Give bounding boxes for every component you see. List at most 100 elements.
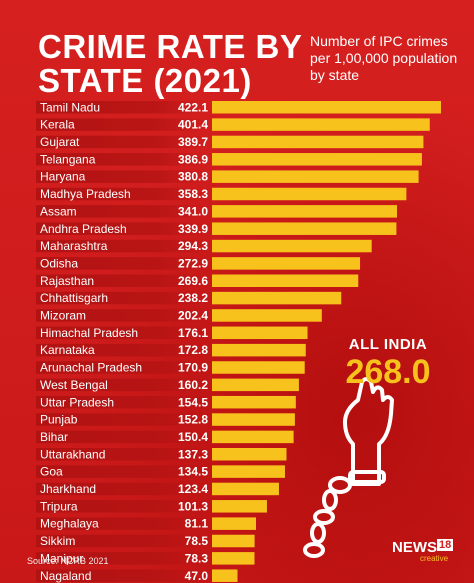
label-row-bg xyxy=(36,500,208,513)
bar xyxy=(212,569,238,582)
category-label: Arunachal Pradesh xyxy=(40,361,142,375)
label-row-bg xyxy=(36,413,208,426)
category-label: West Bengal xyxy=(40,378,108,392)
category-label: Rajasthan xyxy=(40,274,94,288)
label-row-bg xyxy=(36,430,208,444)
bar xyxy=(212,135,424,149)
handcuffed-fist-icon xyxy=(303,377,394,558)
label-row-bg xyxy=(36,552,208,565)
category-label: Maharashtra xyxy=(40,239,108,253)
label-row-bg xyxy=(36,395,208,409)
bar xyxy=(212,465,285,478)
label-row-bg xyxy=(36,517,208,530)
bar xyxy=(212,205,398,218)
category-label: Sikkim xyxy=(40,534,75,548)
bar xyxy=(212,326,308,340)
label-row-bg xyxy=(36,222,208,235)
value-label: 78.3 xyxy=(185,551,209,565)
value-label: 160.2 xyxy=(178,378,208,392)
category-label: Punjab xyxy=(40,413,78,427)
value-label: 202.4 xyxy=(178,309,208,323)
value-label: 389.7 xyxy=(178,135,208,149)
value-label: 401.4 xyxy=(178,118,208,132)
bar xyxy=(212,239,372,253)
label-row-bg xyxy=(36,326,208,340)
value-label: 294.3 xyxy=(178,239,208,253)
bar xyxy=(212,187,407,201)
category-label: Jharkhand xyxy=(40,482,96,496)
value-label: 78.5 xyxy=(185,534,209,548)
bar xyxy=(212,448,287,461)
value-label: 176.1 xyxy=(178,326,208,340)
value-label: 134.5 xyxy=(178,465,208,479)
category-label: Manipur xyxy=(40,551,83,565)
bar xyxy=(212,118,430,131)
logo-name: NEWS xyxy=(392,539,437,556)
value-label: 172.8 xyxy=(178,343,208,357)
all-india-badge: ALL INDIA 268.0 xyxy=(338,336,438,391)
bar xyxy=(212,413,295,426)
category-label: Uttar Pradesh xyxy=(40,395,114,409)
label-row-bg xyxy=(36,153,208,166)
label-row-bg xyxy=(36,101,208,114)
news18-logo: NEWS 18 creative xyxy=(392,539,454,563)
logo-suffix: creative xyxy=(420,554,449,563)
value-label: 380.8 xyxy=(178,170,208,184)
value-label: 170.9 xyxy=(178,361,208,375)
bar xyxy=(212,153,422,166)
value-label: 272.9 xyxy=(178,256,208,270)
value-label: 386.9 xyxy=(178,152,208,166)
label-row-bg xyxy=(36,205,208,218)
value-label: 422.1 xyxy=(178,100,208,114)
category-label: Chhattisgarh xyxy=(40,291,108,305)
all-india-label: ALL INDIA xyxy=(348,336,428,353)
bar xyxy=(212,170,419,183)
bar xyxy=(212,552,255,565)
category-label: Mizoram xyxy=(40,309,86,323)
bar xyxy=(212,257,361,270)
category-label: Andhra Pradesh xyxy=(40,222,127,236)
chart-subtitle: Number of IPC crimes per 1,00,000 popula… xyxy=(310,33,458,83)
value-label: 150.4 xyxy=(178,430,208,444)
source-note: Source: NCRB 2021 xyxy=(27,556,109,566)
bar xyxy=(212,378,299,392)
value-label: 238.2 xyxy=(178,291,208,305)
value-label: 137.3 xyxy=(178,447,208,461)
category-label: Haryana xyxy=(40,170,86,184)
category-label: Bihar xyxy=(40,430,68,444)
value-label: 81.1 xyxy=(185,517,209,531)
value-label: 47.0 xyxy=(185,569,209,583)
value-label: 101.3 xyxy=(178,499,208,513)
label-row-bg xyxy=(36,118,208,131)
category-label: Madhya Pradesh xyxy=(40,187,131,201)
bar xyxy=(212,517,256,530)
label-row-bg xyxy=(36,309,208,322)
chart-title: CRIME RATE BY STATE (2021) xyxy=(38,28,303,99)
label-row-bg xyxy=(36,361,208,374)
value-label: 358.3 xyxy=(178,187,208,201)
category-label: Odisha xyxy=(40,256,78,270)
all-india-value: 268.0 xyxy=(345,353,431,391)
bar xyxy=(212,500,267,513)
label-row-bg xyxy=(36,170,208,183)
value-label: 269.6 xyxy=(178,274,208,288)
value-label: 154.5 xyxy=(178,395,208,409)
label-row-bg xyxy=(36,378,208,392)
bar xyxy=(212,101,441,114)
label-row-bg xyxy=(36,274,208,287)
category-label: Kerala xyxy=(40,118,75,132)
bar xyxy=(212,534,255,548)
category-label: Tamil Nadu xyxy=(40,100,100,114)
label-row-bg xyxy=(36,239,208,253)
category-label: Uttarakhand xyxy=(40,447,105,461)
label-row-bg xyxy=(36,534,208,548)
label-row-bg xyxy=(36,482,208,496)
logo-number: 18 xyxy=(437,539,454,551)
value-label: 339.9 xyxy=(178,222,208,236)
category-label: Assam xyxy=(40,204,77,218)
label-row-bg xyxy=(36,187,208,201)
category-label: Meghalaya xyxy=(40,517,99,531)
category-label: Tripura xyxy=(40,499,78,513)
value-label: 123.4 xyxy=(178,482,208,496)
category-label: Gujarat xyxy=(40,135,80,149)
